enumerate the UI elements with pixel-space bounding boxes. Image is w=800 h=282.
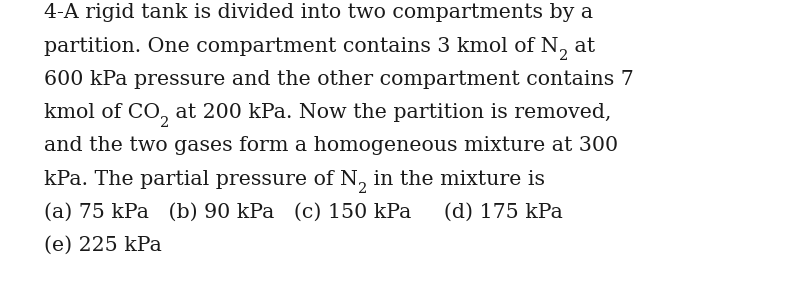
Text: in the mixture is: in the mixture is [367, 170, 546, 189]
Text: at 200 kPa. Now the partition is removed,: at 200 kPa. Now the partition is removed… [170, 103, 612, 122]
Text: and the two gases form a homogeneous mixture at 300: and the two gases form a homogeneous mix… [44, 136, 618, 155]
Text: 2: 2 [160, 116, 170, 130]
Text: 600 kPa pressure and the other compartment contains 7: 600 kPa pressure and the other compartme… [44, 70, 634, 89]
Text: (a) 75 kPa   (b) 90 kPa   (c) 150 kPa     (d) 175 kPa: (a) 75 kPa (b) 90 kPa (c) 150 kPa (d) 17… [44, 203, 563, 222]
Text: 2: 2 [558, 49, 568, 63]
Text: 4-A rigid tank is divided into two compartments by a: 4-A rigid tank is divided into two compa… [44, 3, 593, 22]
Text: (e) 225 kPa: (e) 225 kPa [44, 236, 162, 255]
Text: partition. One compartment contains 3 kmol of N: partition. One compartment contains 3 km… [44, 37, 558, 56]
Text: kPa. The partial pressure of N: kPa. The partial pressure of N [44, 170, 358, 189]
Text: 2: 2 [358, 182, 367, 196]
Text: kmol of CO: kmol of CO [44, 103, 160, 122]
Text: at: at [568, 37, 595, 56]
